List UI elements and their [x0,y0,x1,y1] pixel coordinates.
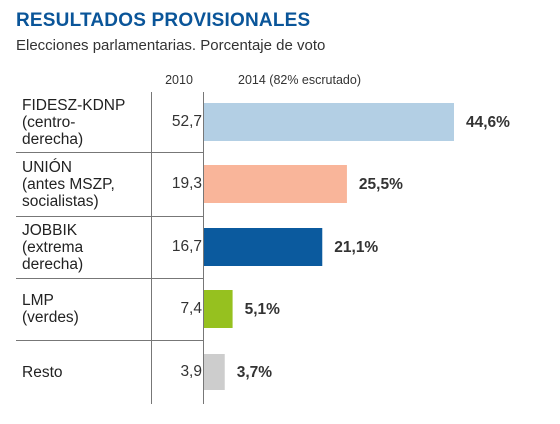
bar-value-label-0: 44,6% [466,114,510,131]
bar-3 [204,290,233,328]
value-2010: 3,9 [180,363,202,380]
bar-0 [204,103,454,141]
value-2010: 7,4 [180,300,202,317]
row-divider [16,340,204,341]
row-divider [16,216,204,217]
bar-value-label-4: 3,7% [237,364,273,381]
value-2010: 16,7 [171,238,202,255]
bar-value-label-1: 25,5% [359,176,403,193]
bar-value-label-3: 5,1% [245,301,281,318]
row-divider [16,152,204,153]
table-row: JOBBIK (extrema derecha) 16,7 [16,216,546,278]
column-header-2014: 2014 (82% escrutado) [238,73,361,87]
chart-title: RESULTADOS PROVISIONALES [16,10,311,31]
party-label: LMP (verdes) [22,292,79,326]
party-label: Resto [22,363,63,381]
value-2010: 19,3 [171,175,202,192]
party-label: UNIÓN (antes MSZP, socialistas) [22,158,115,210]
chart-subtitle: Elecciones parlamentarias. Porcentaje de… [16,37,326,54]
table-row: LMP (verdes) 7,4 [16,278,546,340]
bar-1 [204,165,347,203]
value-2010: 52,7 [171,113,202,130]
divider-vertical-labels [151,92,152,404]
column-header-2010: 2010 [165,73,193,87]
bar-2 [204,228,323,266]
table-row: FIDESZ-KDNP (centro- derecha) 52,7 [16,92,546,152]
row-divider [16,278,204,279]
divider-vertical-2010 [203,92,204,404]
party-label: FIDESZ-KDNP (centro- derecha) [22,96,126,148]
bar-4 [204,354,225,390]
party-label: JOBBIK (extrema derecha) [22,221,84,273]
results-table: FIDESZ-KDNP (centro- derecha) 52,7 UNIÓN… [16,92,546,404]
table-row: UNIÓN (antes MSZP, socialistas) 19,3 [16,152,546,216]
table-row: Resto 3,9 [16,340,546,404]
bar-value-label-2: 21,1% [334,239,378,256]
